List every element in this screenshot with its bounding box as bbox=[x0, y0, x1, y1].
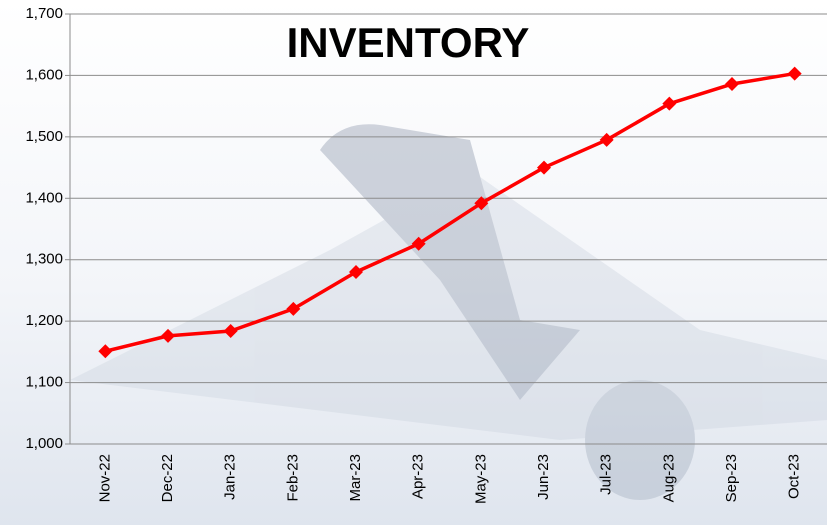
x-tick-label: Jan-23 bbox=[222, 454, 239, 500]
y-tick-label: 1,500 bbox=[25, 128, 63, 145]
marker bbox=[599, 132, 614, 147]
marker bbox=[223, 323, 238, 338]
chart-title: INVENTORY bbox=[287, 19, 530, 66]
y-tick-label: 1,000 bbox=[25, 435, 63, 452]
x-tick-label: May-23 bbox=[472, 454, 489, 504]
background-plane bbox=[70, 124, 827, 500]
x-tick-label: Apr-23 bbox=[410, 454, 427, 499]
x-tick-label: Oct-23 bbox=[786, 454, 803, 499]
marker bbox=[286, 301, 301, 316]
marker bbox=[787, 66, 802, 81]
marker bbox=[537, 160, 551, 175]
x-tick-label: Dec-22 bbox=[159, 454, 176, 502]
y-tick-label: 1,100 bbox=[25, 374, 63, 391]
y-tick-label: 1,700 bbox=[25, 5, 63, 22]
x-tick-label: Jul-23 bbox=[598, 454, 615, 495]
marker bbox=[411, 236, 426, 251]
y-tick-label: 1,400 bbox=[25, 189, 63, 206]
marker bbox=[662, 96, 677, 111]
y-tick-label: 1,600 bbox=[25, 66, 63, 83]
x-tick-label: Feb-23 bbox=[284, 454, 301, 502]
marker bbox=[161, 328, 175, 343]
series-line bbox=[104, 71, 795, 353]
marker bbox=[98, 344, 113, 359]
marker bbox=[725, 77, 739, 92]
x-tick-label: Jun-23 bbox=[535, 454, 552, 500]
y-tick-label: 1,300 bbox=[25, 251, 63, 268]
x-tick-label: Mar-23 bbox=[347, 454, 364, 502]
x-tick-label: Sep-23 bbox=[723, 454, 740, 502]
x-tick-label: Nov-22 bbox=[96, 454, 113, 502]
y-tick-label: 1,200 bbox=[25, 312, 63, 329]
marker bbox=[349, 265, 363, 279]
x-tick-label: Aug-23 bbox=[660, 454, 677, 502]
marker bbox=[474, 196, 489, 211]
